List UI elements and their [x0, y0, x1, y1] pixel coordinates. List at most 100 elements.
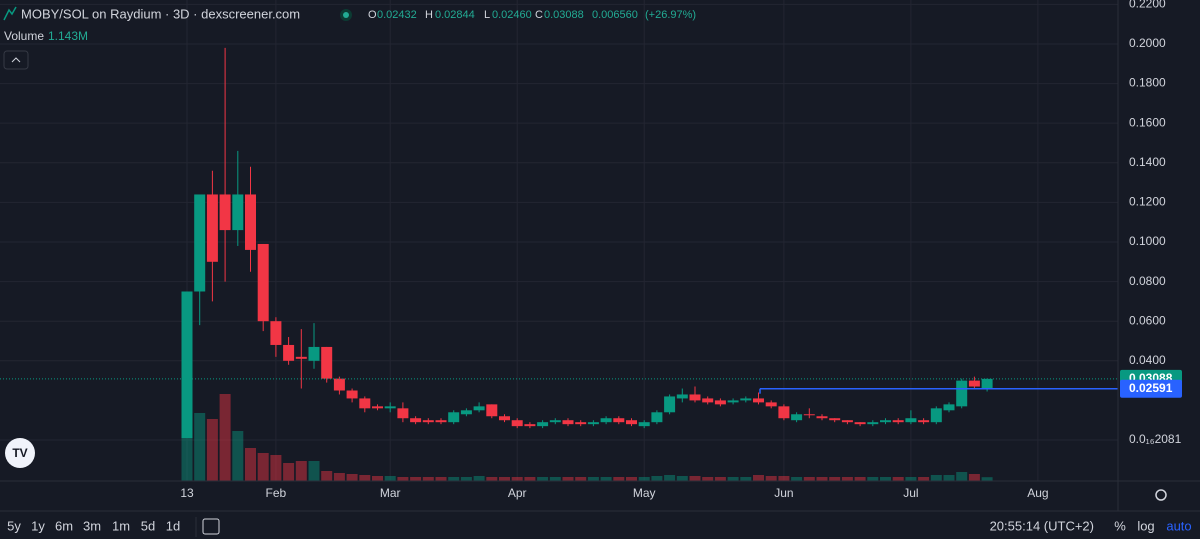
volume-bar [727, 477, 739, 481]
settings-icon[interactable] [1155, 489, 1167, 501]
candle-body [753, 398, 764, 403]
candle-body [968, 380, 980, 387]
range-button[interactable]: 5d [141, 518, 155, 533]
volume-bar [892, 477, 904, 481]
tv-logo [5, 438, 35, 468]
volume-bar [422, 477, 434, 481]
volume-bar [270, 455, 282, 481]
volume-bar [689, 476, 701, 481]
open-label: O [368, 9, 377, 21]
volume-bar [537, 477, 549, 481]
y-tick-label: 0.0800 [1129, 274, 1166, 288]
candle-body [727, 400, 739, 403]
x-tick-label: 13 [180, 486, 194, 500]
candle-body [765, 402, 777, 407]
candle-body [740, 398, 752, 401]
candle-body [905, 418, 917, 423]
candle-body [448, 412, 460, 423]
volume-bar [549, 477, 561, 481]
candle-body [562, 420, 574, 425]
low-label: L [484, 9, 490, 21]
y-tick-label: 0.2200 [1129, 0, 1166, 11]
change-value: 0.006560 [592, 9, 638, 21]
volume-bar [778, 476, 790, 481]
log-toggle[interactable]: log [1137, 518, 1154, 533]
candle-body [245, 194, 256, 250]
candle-body [918, 420, 930, 423]
volume-bar [613, 477, 625, 481]
volume-bar [511, 477, 523, 481]
candle-body [397, 408, 409, 419]
volume-bar [918, 477, 930, 481]
volume-bar [740, 477, 752, 481]
volume-bar [384, 476, 396, 481]
volume-bar [346, 474, 358, 481]
x-tick-label: Apr [508, 486, 527, 500]
candle-body [499, 416, 510, 421]
volume-bar [854, 477, 866, 481]
volume-bar [321, 471, 333, 481]
range-button[interactable]: 1d [166, 518, 180, 533]
candle-body [854, 422, 866, 425]
collapse-button[interactable] [3, 50, 29, 70]
volume-bar [841, 477, 853, 481]
candle-body [206, 194, 218, 262]
range-button[interactable]: 5y [7, 518, 21, 533]
candle-body [638, 422, 650, 427]
volume-bar [753, 475, 764, 481]
volume-bar [651, 476, 663, 481]
candle-body [943, 404, 955, 411]
volume-label: Volume [4, 29, 44, 43]
x-tick-label: Jun [774, 486, 793, 500]
candle-body [841, 420, 853, 423]
axes: 0.0₁₆2081 0.0400 0.0600 0.0800 0.1000 0.1200 0… [180, 0, 1182, 500]
range-button[interactable]: 6m [55, 518, 73, 533]
tv-logo-text: TV [12, 446, 27, 460]
volume-bar [575, 477, 587, 481]
candle-body [283, 344, 295, 361]
candle-body [587, 422, 599, 425]
candle-body [575, 422, 587, 425]
candle-body [473, 406, 485, 411]
candle-body [676, 394, 688, 399]
candle-body [867, 422, 879, 425]
volume-bar [714, 477, 726, 481]
volume-bar [981, 477, 993, 481]
candle-body [791, 414, 803, 421]
change-percent: (+26.97%) [645, 9, 696, 21]
candle-body [194, 194, 206, 292]
close-value: 0.03088 [544, 9, 584, 21]
volume-bar [206, 419, 218, 481]
candle-body [232, 194, 244, 231]
candle-body [651, 412, 663, 423]
candle-body [486, 404, 498, 417]
collapse-icon [11, 57, 21, 63]
candle-body [511, 420, 523, 427]
candle-body [689, 394, 701, 401]
range-button[interactable]: 3m [83, 518, 101, 533]
candle-body [460, 410, 472, 415]
candle-body [410, 418, 422, 423]
volume-bar [333, 473, 345, 481]
candle-body [626, 420, 637, 425]
volume-bar [930, 475, 942, 481]
range-button[interactable]: 1y [31, 518, 45, 533]
volume-pane [181, 355, 993, 481]
high-label: H [425, 9, 433, 21]
volume-bar [765, 476, 777, 481]
calendar-icon[interactable] [202, 518, 220, 535]
volume-bar [880, 477, 891, 481]
x-tick-label: Aug [1027, 486, 1048, 500]
clock: 20:55:14 (UTC+2) [990, 518, 1094, 533]
range-button[interactable]: 1m [112, 518, 130, 533]
volume-bar [245, 448, 256, 481]
percent-toggle[interactable]: % [1114, 518, 1126, 533]
auto-toggle[interactable]: auto [1166, 518, 1191, 533]
close-label: C [535, 9, 543, 21]
chart-title: MOBY/SOL on Raydium · 3D · dexscreener.c… [21, 6, 300, 21]
candle-body [829, 418, 841, 421]
volume-bar [473, 476, 485, 481]
candle-body [333, 378, 345, 391]
volume-bar [257, 453, 269, 481]
volume-bar [867, 477, 879, 481]
